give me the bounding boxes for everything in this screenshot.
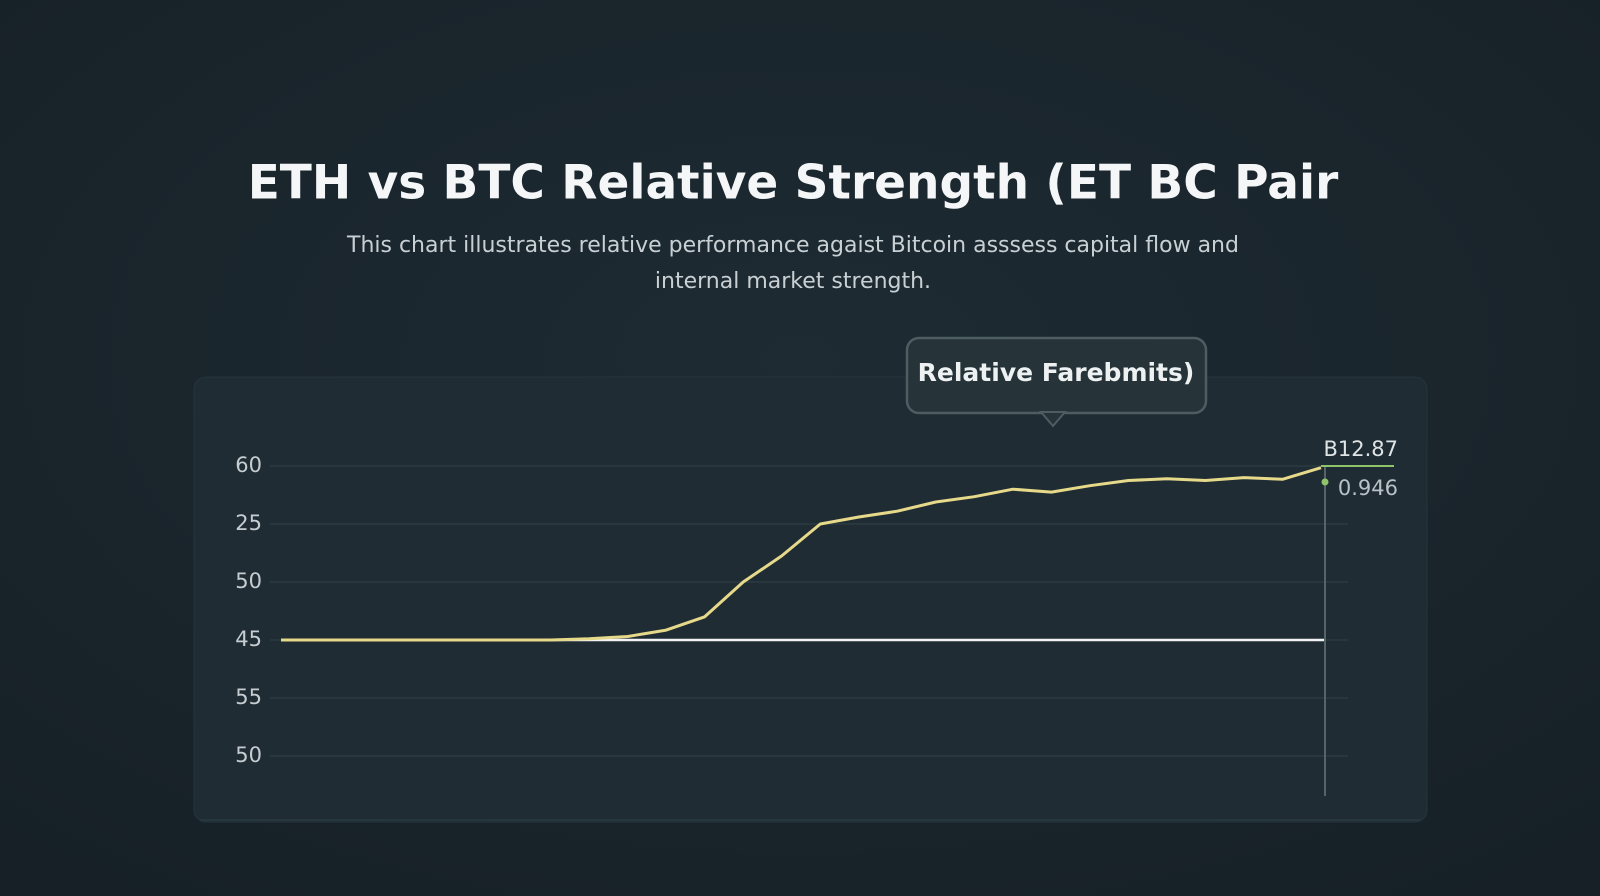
subtitle-box: This chart illustrates relative performa… [347, 233, 1239, 294]
y-tick-label: 45 [235, 627, 262, 651]
y-tick-label: 50 [235, 743, 262, 767]
cursor-dot [1321, 478, 1329, 486]
y-tick-label: 50 [235, 569, 262, 593]
chart-title: ETH vs BTC Relative Strength (ET BC Pair [248, 156, 1339, 211]
tooltip-text: Relative Farebmits) [918, 358, 1195, 387]
y-tick-label: 25 [235, 511, 262, 535]
tooltip-pointer [1038, 411, 1068, 428]
y-tick-label: 55 [235, 685, 262, 709]
chart-panel [193, 376, 1428, 823]
y-tick-label: 60 [235, 453, 262, 477]
chart-subtitle: This chart illustrates relative performa… [347, 233, 1239, 294]
annotation: 0.946 [1338, 476, 1398, 500]
annotation: B12.87 [1323, 437, 1398, 461]
data-line [281, 466, 1322, 642]
